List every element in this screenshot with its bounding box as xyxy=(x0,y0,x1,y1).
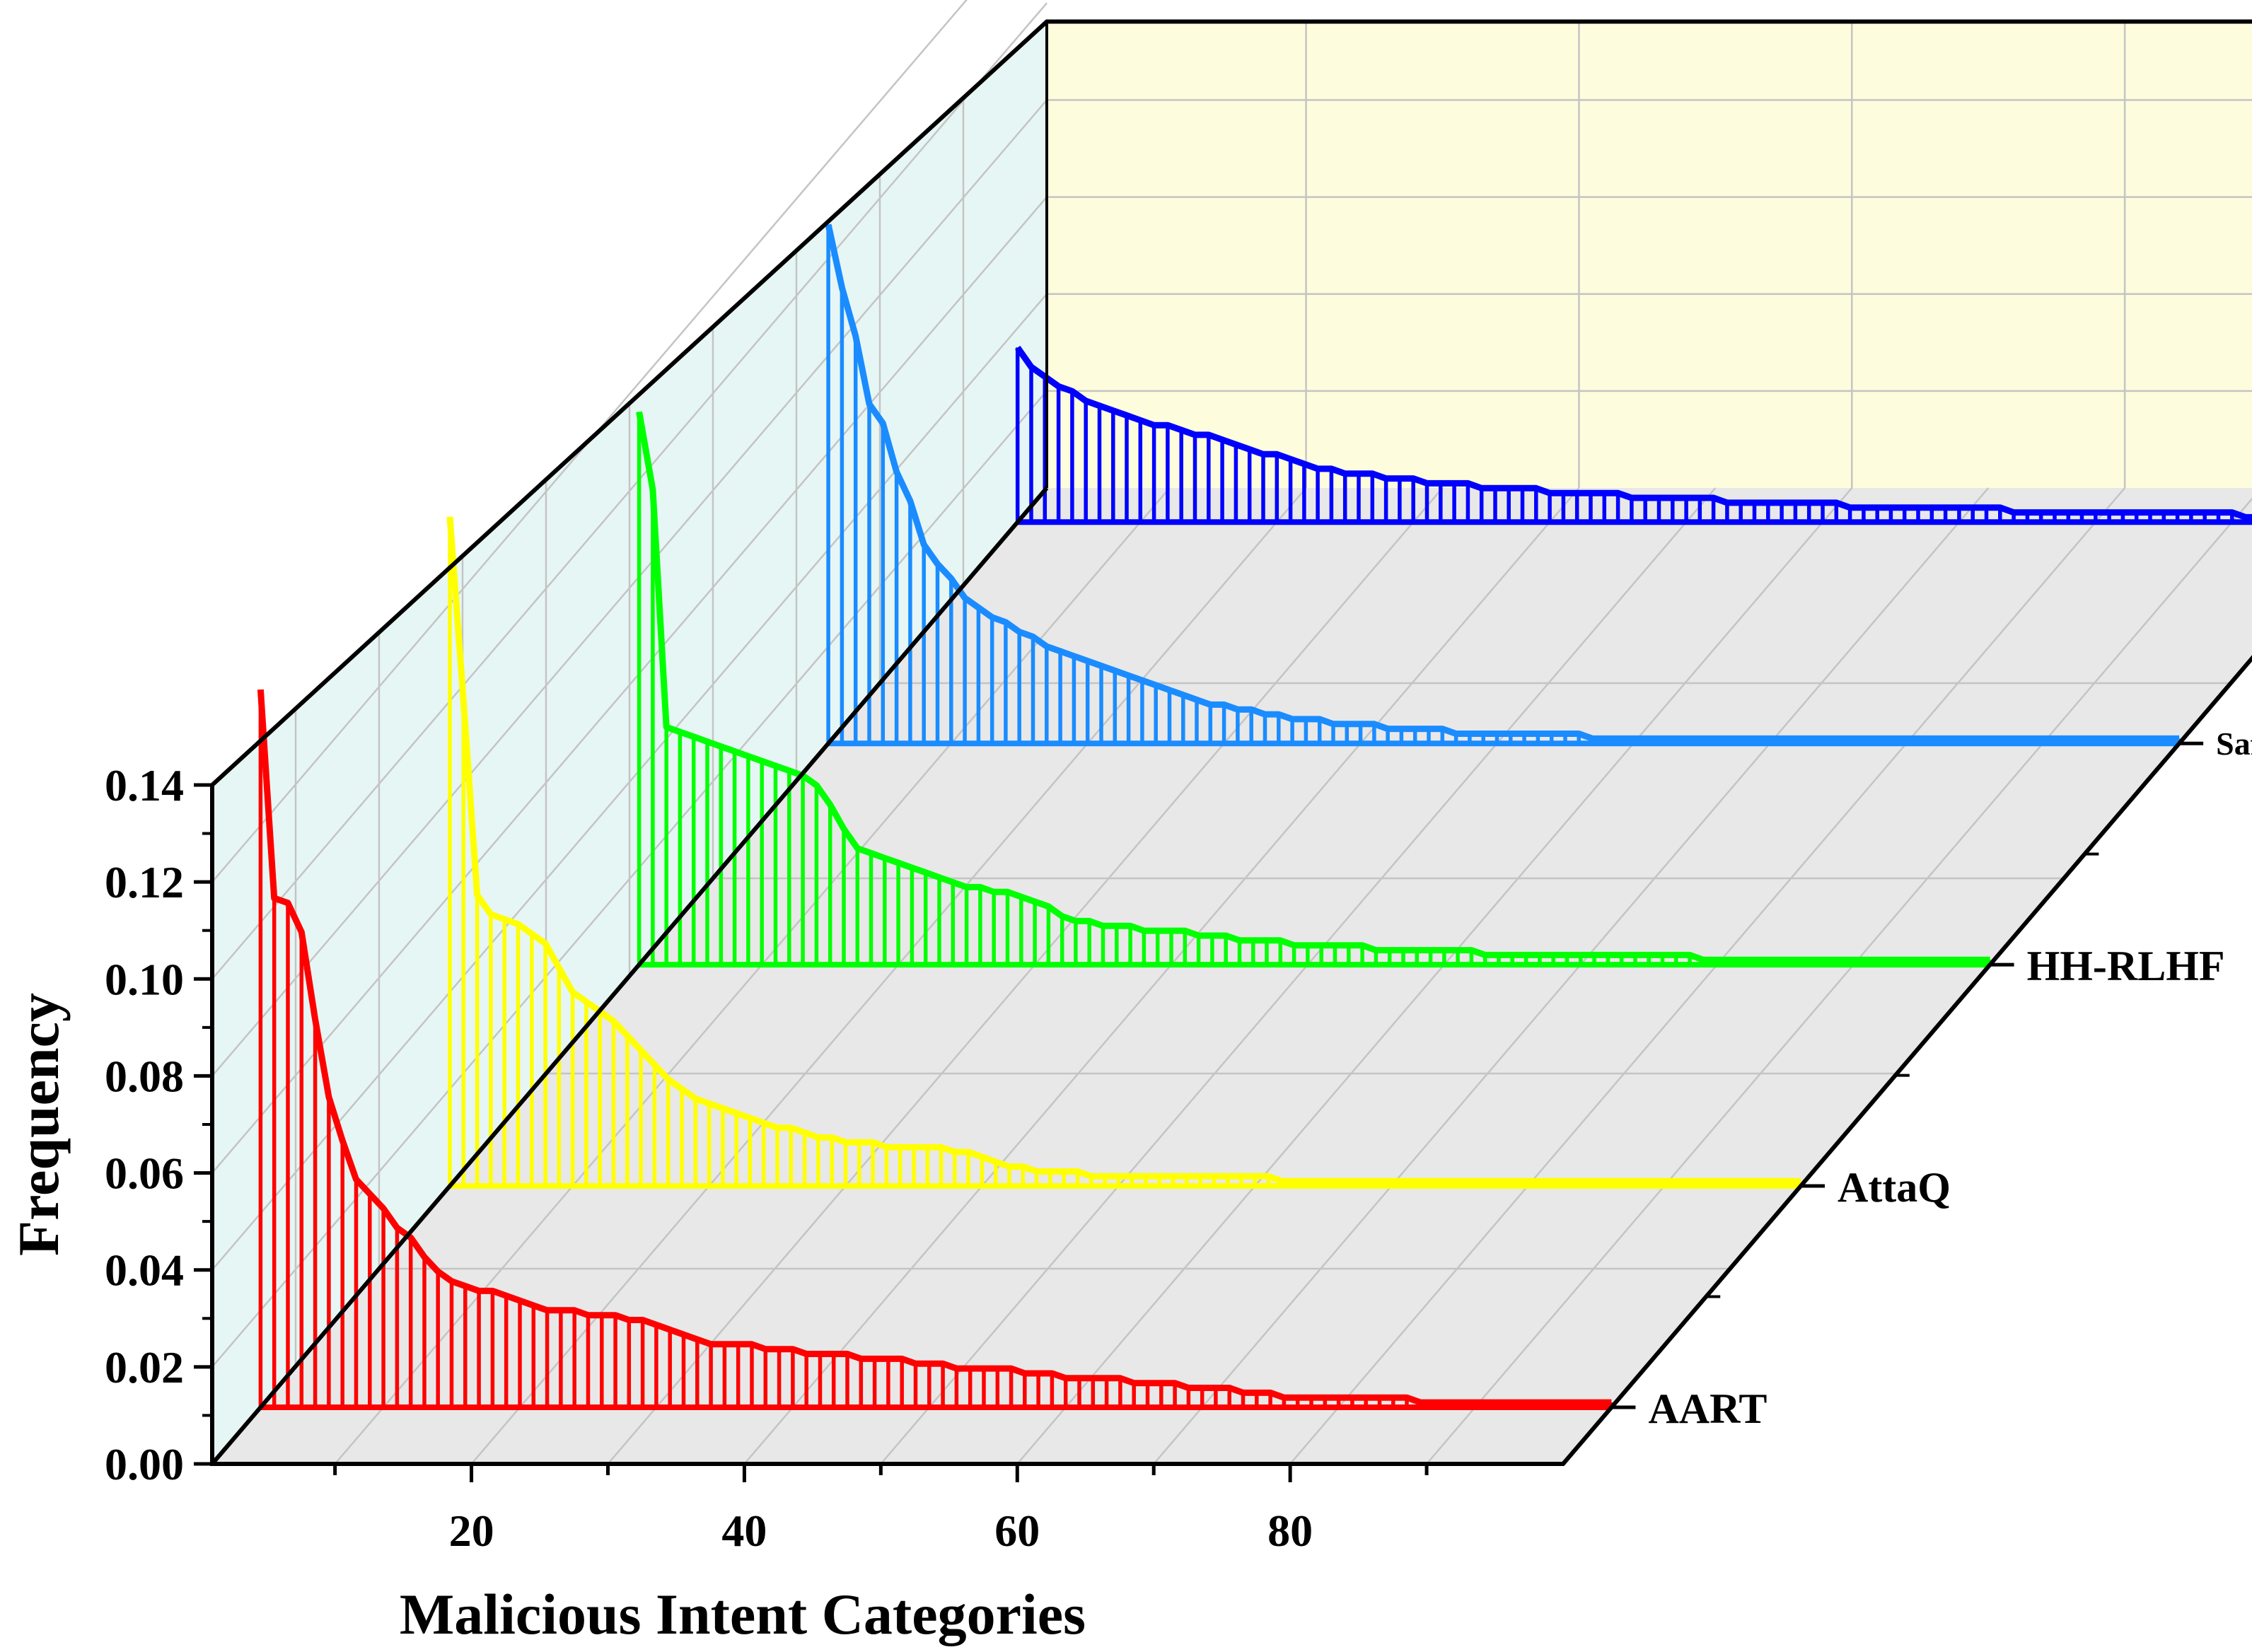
side-wall-gridline xyxy=(211,196,1047,1174)
axis-frame-left-depth xyxy=(210,487,1049,1465)
x-tick-label: 80 xyxy=(1267,1506,1313,1556)
chart-axes xyxy=(194,19,2252,1482)
series-trident-core xyxy=(1015,345,2252,525)
y-tick-label: 0.14 xyxy=(105,760,184,810)
floor-gridline xyxy=(743,487,1580,1465)
series-hh-rlhf xyxy=(636,411,1992,968)
series-aart xyxy=(257,689,1614,1410)
floor-gridline xyxy=(1153,487,1990,1465)
side-wall-gridline xyxy=(211,99,1047,1077)
y-tick-label: 0.06 xyxy=(105,1148,184,1199)
back-wall xyxy=(1047,21,2252,488)
series-line xyxy=(825,223,2180,742)
floor-gridline xyxy=(470,487,1307,1465)
y-tick-label: 0.04 xyxy=(105,1245,184,1296)
floor-gridline xyxy=(334,487,1171,1465)
series-label: Safe-RLHF xyxy=(2216,726,2252,762)
floor-plane xyxy=(212,488,2252,1464)
y-tick-label: 0.00 xyxy=(105,1439,184,1489)
side-wall-gridline xyxy=(211,293,1047,1271)
side-wall-gridline xyxy=(211,0,968,883)
floor-gridline xyxy=(880,487,1717,1465)
chart-labels: 0.00 0.02 0.04 0.06 0.08 0.10 0.12 0.14 20 40 60 80… xyxy=(6,726,2252,1646)
series-line xyxy=(446,516,1801,1185)
series-attaq xyxy=(446,516,1803,1189)
x-tick-label: 20 xyxy=(449,1506,494,1556)
series-line xyxy=(1015,345,2252,520)
x-tick-label: 60 xyxy=(994,1506,1040,1556)
series-label: AART xyxy=(1648,1385,1767,1432)
axis-frame-top xyxy=(210,19,2252,787)
floor-gridline xyxy=(1426,497,2252,1465)
series-label: AttaQ xyxy=(1838,1164,1951,1211)
y-tick-label: 0.02 xyxy=(105,1342,184,1392)
series-line xyxy=(636,411,1990,963)
y-tick-label: 0.10 xyxy=(105,954,184,1004)
chart-walls xyxy=(212,21,2252,1464)
floor-gridline xyxy=(1016,487,1853,1465)
series-line xyxy=(257,689,1612,1406)
floor-gridline xyxy=(1289,487,2126,1465)
series-layer xyxy=(257,223,2252,1410)
side-wall-gridline xyxy=(211,390,1047,1368)
y-axis-title: Frequency xyxy=(6,993,71,1256)
y-tick-label: 0.08 xyxy=(105,1051,184,1101)
x-axis-title: Malicious Intent Categories xyxy=(400,1582,1086,1646)
x-tick-label: 40 xyxy=(721,1506,767,1556)
floor-gridline xyxy=(607,487,1444,1465)
series-label: HH-RLHF xyxy=(2027,943,2225,989)
y-tick-label: 0.12 xyxy=(105,857,184,907)
side-wall-gridline xyxy=(211,2,1047,980)
series-safe-rlhf xyxy=(825,223,2181,747)
